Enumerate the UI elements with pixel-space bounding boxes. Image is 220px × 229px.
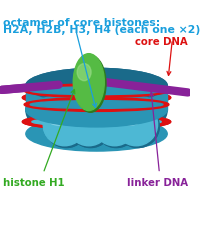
Ellipse shape	[22, 90, 171, 106]
Ellipse shape	[75, 56, 106, 113]
Ellipse shape	[22, 114, 171, 130]
Ellipse shape	[97, 92, 120, 107]
Text: linker DNA: linker DNA	[127, 177, 188, 187]
Ellipse shape	[71, 110, 95, 126]
Ellipse shape	[116, 105, 159, 148]
Ellipse shape	[97, 110, 120, 126]
Ellipse shape	[98, 92, 120, 107]
Ellipse shape	[72, 92, 94, 107]
Text: H2A, H2B, H3, H4 (each one ×2): H2A, H2B, H3, H4 (each one ×2)	[4, 25, 201, 35]
Ellipse shape	[94, 85, 136, 127]
Ellipse shape	[119, 92, 142, 107]
Ellipse shape	[22, 90, 171, 106]
Ellipse shape	[46, 87, 87, 128]
Ellipse shape	[22, 114, 171, 130]
Ellipse shape	[43, 104, 86, 146]
Ellipse shape	[118, 110, 142, 126]
Ellipse shape	[47, 92, 70, 107]
Ellipse shape	[93, 104, 136, 146]
Ellipse shape	[32, 94, 161, 103]
Ellipse shape	[26, 69, 167, 103]
Ellipse shape	[26, 69, 167, 103]
Text: core DNA: core DNA	[135, 36, 188, 46]
Ellipse shape	[45, 105, 88, 148]
Ellipse shape	[26, 76, 167, 144]
Ellipse shape	[67, 104, 110, 146]
Ellipse shape	[48, 92, 70, 107]
Ellipse shape	[68, 85, 109, 126]
Text: histone H1: histone H1	[4, 177, 65, 187]
Ellipse shape	[70, 87, 111, 128]
Ellipse shape	[119, 92, 142, 107]
Ellipse shape	[30, 87, 163, 95]
Ellipse shape	[96, 87, 137, 128]
Ellipse shape	[94, 85, 135, 126]
Ellipse shape	[26, 117, 167, 151]
Ellipse shape	[117, 87, 159, 128]
Ellipse shape	[95, 105, 138, 148]
Ellipse shape	[95, 105, 138, 148]
Ellipse shape	[115, 104, 158, 146]
Ellipse shape	[68, 85, 110, 127]
Ellipse shape	[70, 87, 111, 128]
Ellipse shape	[95, 87, 137, 128]
Ellipse shape	[45, 105, 88, 148]
Ellipse shape	[77, 64, 91, 81]
Ellipse shape	[45, 87, 87, 128]
Ellipse shape	[118, 110, 142, 126]
Ellipse shape	[32, 118, 161, 126]
Ellipse shape	[72, 92, 94, 107]
Ellipse shape	[47, 110, 70, 126]
Ellipse shape	[43, 104, 86, 146]
Ellipse shape	[115, 85, 157, 127]
Text: octamer of core histones:: octamer of core histones:	[4, 18, 161, 27]
Ellipse shape	[69, 105, 112, 148]
Ellipse shape	[47, 110, 70, 126]
Ellipse shape	[116, 105, 159, 148]
Ellipse shape	[26, 93, 167, 127]
Ellipse shape	[73, 55, 104, 111]
Ellipse shape	[97, 110, 120, 126]
Ellipse shape	[30, 101, 163, 109]
Ellipse shape	[44, 85, 85, 126]
Ellipse shape	[44, 85, 86, 127]
Polygon shape	[26, 86, 167, 110]
Ellipse shape	[117, 87, 158, 128]
Ellipse shape	[24, 98, 169, 112]
Ellipse shape	[67, 104, 110, 146]
Ellipse shape	[71, 110, 95, 126]
Ellipse shape	[24, 85, 169, 98]
Ellipse shape	[93, 104, 136, 146]
Ellipse shape	[116, 85, 157, 126]
Ellipse shape	[115, 104, 158, 146]
Ellipse shape	[69, 105, 112, 148]
